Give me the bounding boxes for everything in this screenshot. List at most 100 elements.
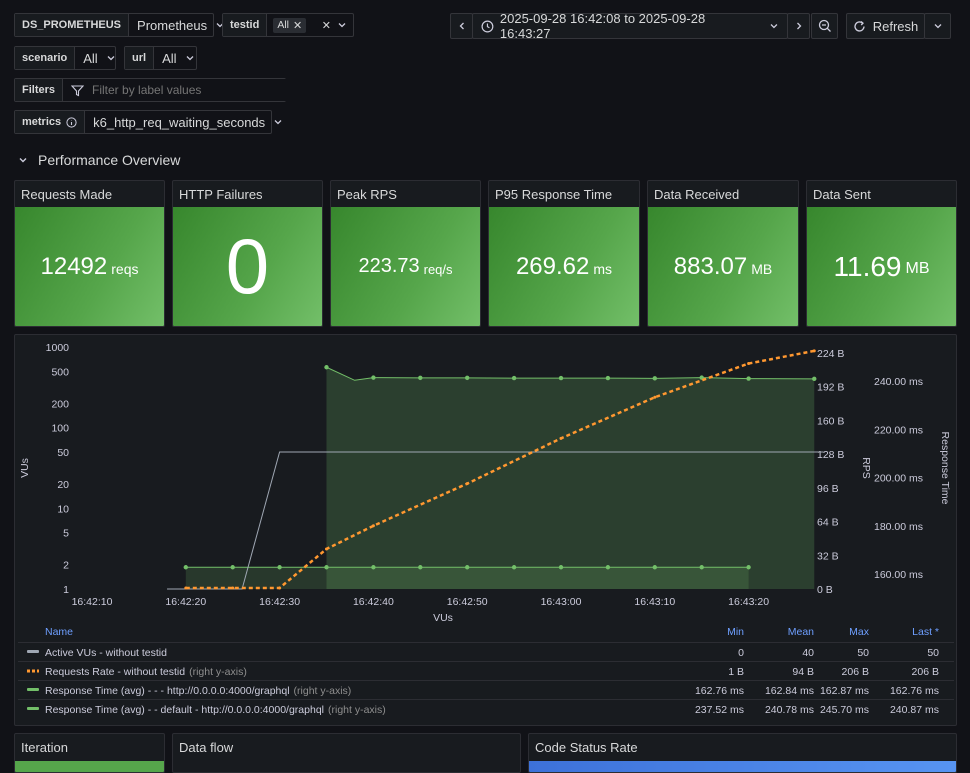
series-point-requests-rate <box>231 586 235 590</box>
scenario-variable-label: scenario <box>15 47 76 69</box>
stat-unit: MB <box>905 260 930 277</box>
legend-swatch <box>27 669 39 673</box>
legend-header-last[interactable]: Last * <box>912 626 939 638</box>
series-area-response-time-default <box>326 367 815 589</box>
refresh-button[interactable]: Refresh <box>846 13 925 39</box>
y-right2-tick-label: 220.00 ms <box>874 424 923 436</box>
legend-mean: 240.78 ms <box>764 704 814 716</box>
testid-variable[interactable]: testid All ✕ ✕ <box>222 13 354 37</box>
chevron-down-icon <box>186 56 193 61</box>
ds-variable-value[interactable]: Prometheus <box>137 17 208 33</box>
clear-icon[interactable]: ✕ <box>321 19 331 32</box>
series-line-active-vus <box>167 451 824 590</box>
timeseries-panel <box>14 334 957 726</box>
series-point-response-time-default <box>558 375 564 381</box>
chevron-down-icon <box>274 120 282 125</box>
y-tick-label: 2 <box>63 560 69 572</box>
legend-swatch <box>27 688 39 691</box>
y-right1-tick-label: 128 B <box>817 449 844 461</box>
ds-variable-label: DS_PROMETHEUS <box>15 14 130 36</box>
series-point-response-time <box>371 565 376 570</box>
legend-header-name[interactable]: Name <box>45 626 74 638</box>
series-point-response-time <box>652 565 657 570</box>
legend-max: 245.70 ms <box>819 704 869 716</box>
series-point-response-time <box>465 565 470 570</box>
legend-min: 1 B <box>728 666 744 678</box>
legend-series-name: Response Time (avg) - - - http://0.0.0.0… <box>45 685 290 697</box>
info-icon[interactable] <box>66 116 77 128</box>
series-point-response-time-default <box>605 375 611 381</box>
chevron-right-icon <box>796 22 801 30</box>
series-line-requests-rate <box>185 349 815 590</box>
y-right2-tick-label: 240.00 ms <box>874 376 923 388</box>
data-flow-panel: Data flow <box>172 733 521 773</box>
series-point-response-time <box>558 565 564 570</box>
y-tick-label: 10 <box>57 503 69 515</box>
y-axis-label: VUs <box>19 458 31 478</box>
legend-row[interactable]: Response Time (avg) - - - http://0.0.0.0… <box>18 680 954 700</box>
y-tick-label: 1000 <box>46 342 70 354</box>
stat-value-area: 11.69 MB <box>807 207 956 326</box>
y-right1-tick-label: 224 B <box>817 348 844 360</box>
chevron-down-icon <box>19 158 27 163</box>
stat-title: Peak RPS <box>337 187 397 202</box>
scenario-variable-value[interactable]: All <box>83 50 98 66</box>
y-right1-tick-label: 64 B <box>817 517 839 529</box>
metrics-variable-value[interactable]: k6_http_req_waiting_seconds <box>93 114 266 130</box>
refresh-label: Refresh <box>872 18 919 34</box>
zoom-out-icon <box>818 19 831 32</box>
testid-chip[interactable]: All ✕ <box>273 17 307 33</box>
filters-variable[interactable]: Filters <box>14 78 291 102</box>
legend-row[interactable]: Response Time (avg) - - default - http:/… <box>18 699 954 719</box>
ds-variable[interactable]: DS_PROMETHEUS Prometheus <box>14 13 224 37</box>
legend-min: 0 <box>738 647 744 659</box>
legend-header-max[interactable]: Max <box>849 626 869 638</box>
zoom-out-button[interactable] <box>811 13 838 39</box>
row-title: Performance Overview <box>38 152 181 168</box>
legend-mean: 94 B <box>792 666 814 678</box>
stat-panel-p95: P95 Response Time 269.62 ms <box>488 180 640 327</box>
chevron-left-icon <box>459 22 464 30</box>
x-tick-label: 16:43:10 <box>634 596 675 608</box>
y-right1-tick-label: 32 B <box>817 550 839 562</box>
url-variable[interactable]: url All <box>124 46 197 70</box>
stat-panel-peak-rps: Peak RPS 223.73 req/s <box>330 180 481 327</box>
iteration-stat-fill <box>15 761 164 772</box>
testid-chip-label: All <box>277 19 290 31</box>
time-forward-button[interactable] <box>787 13 810 39</box>
legend-mean: 40 <box>802 647 814 659</box>
panel-title: Iteration <box>21 740 68 755</box>
scenario-variable[interactable]: scenario All <box>14 46 116 70</box>
x-axis-label: VUs <box>433 612 453 624</box>
legend-header-min[interactable]: Min <box>727 626 744 638</box>
refresh-interval-button[interactable] <box>924 13 951 39</box>
time-range-text: 2025-09-28 16:42:08 to 2025-09-28 16:43:… <box>499 11 706 41</box>
stat-value: 269.62 <box>515 252 590 280</box>
series-point-response-time-default <box>465 375 470 381</box>
legend-series-name: Active VUs - without testid <box>45 647 167 659</box>
y-tick-label: 200 <box>51 398 69 410</box>
url-variable-value[interactable]: All <box>162 50 177 66</box>
legend-max: 162.87 ms <box>819 685 869 697</box>
stat-title: Data Sent <box>813 187 871 202</box>
series-point-requests-rate <box>465 482 469 486</box>
series-point-requests-rate <box>747 362 751 366</box>
metrics-variable[interactable]: metrics k6_http_req_waiting_seconds <box>14 110 282 134</box>
y-right1-axis-label: RPS <box>860 457 872 479</box>
code-status-fill <box>529 761 956 772</box>
close-icon[interactable]: ✕ <box>293 19 303 32</box>
filter-input[interactable] <box>92 83 283 97</box>
row-header[interactable]: Performance Overview <box>18 152 180 168</box>
legend-series-name: Requests Rate - without testid <box>45 666 186 678</box>
clock-icon <box>481 20 494 32</box>
stat-panel-failures: HTTP Failures 0 <box>172 180 323 327</box>
legend-row[interactable]: Active VUs - without testid 0 40 50 50 <box>18 642 954 662</box>
x-tick-label: 16:42:50 <box>447 596 488 608</box>
time-range-picker[interactable]: 2025-09-28 16:42:08 to 2025-09-28 16:43:… <box>472 11 788 41</box>
legend-row[interactable]: Requests Rate - without testid (right y-a… <box>18 661 954 681</box>
stat-title: Data Received <box>654 187 740 202</box>
chevron-down-icon <box>338 23 346 28</box>
legend-header-mean[interactable]: Mean <box>787 626 814 638</box>
series-point-response-time <box>230 565 235 570</box>
legend-max: 50 <box>857 647 869 659</box>
